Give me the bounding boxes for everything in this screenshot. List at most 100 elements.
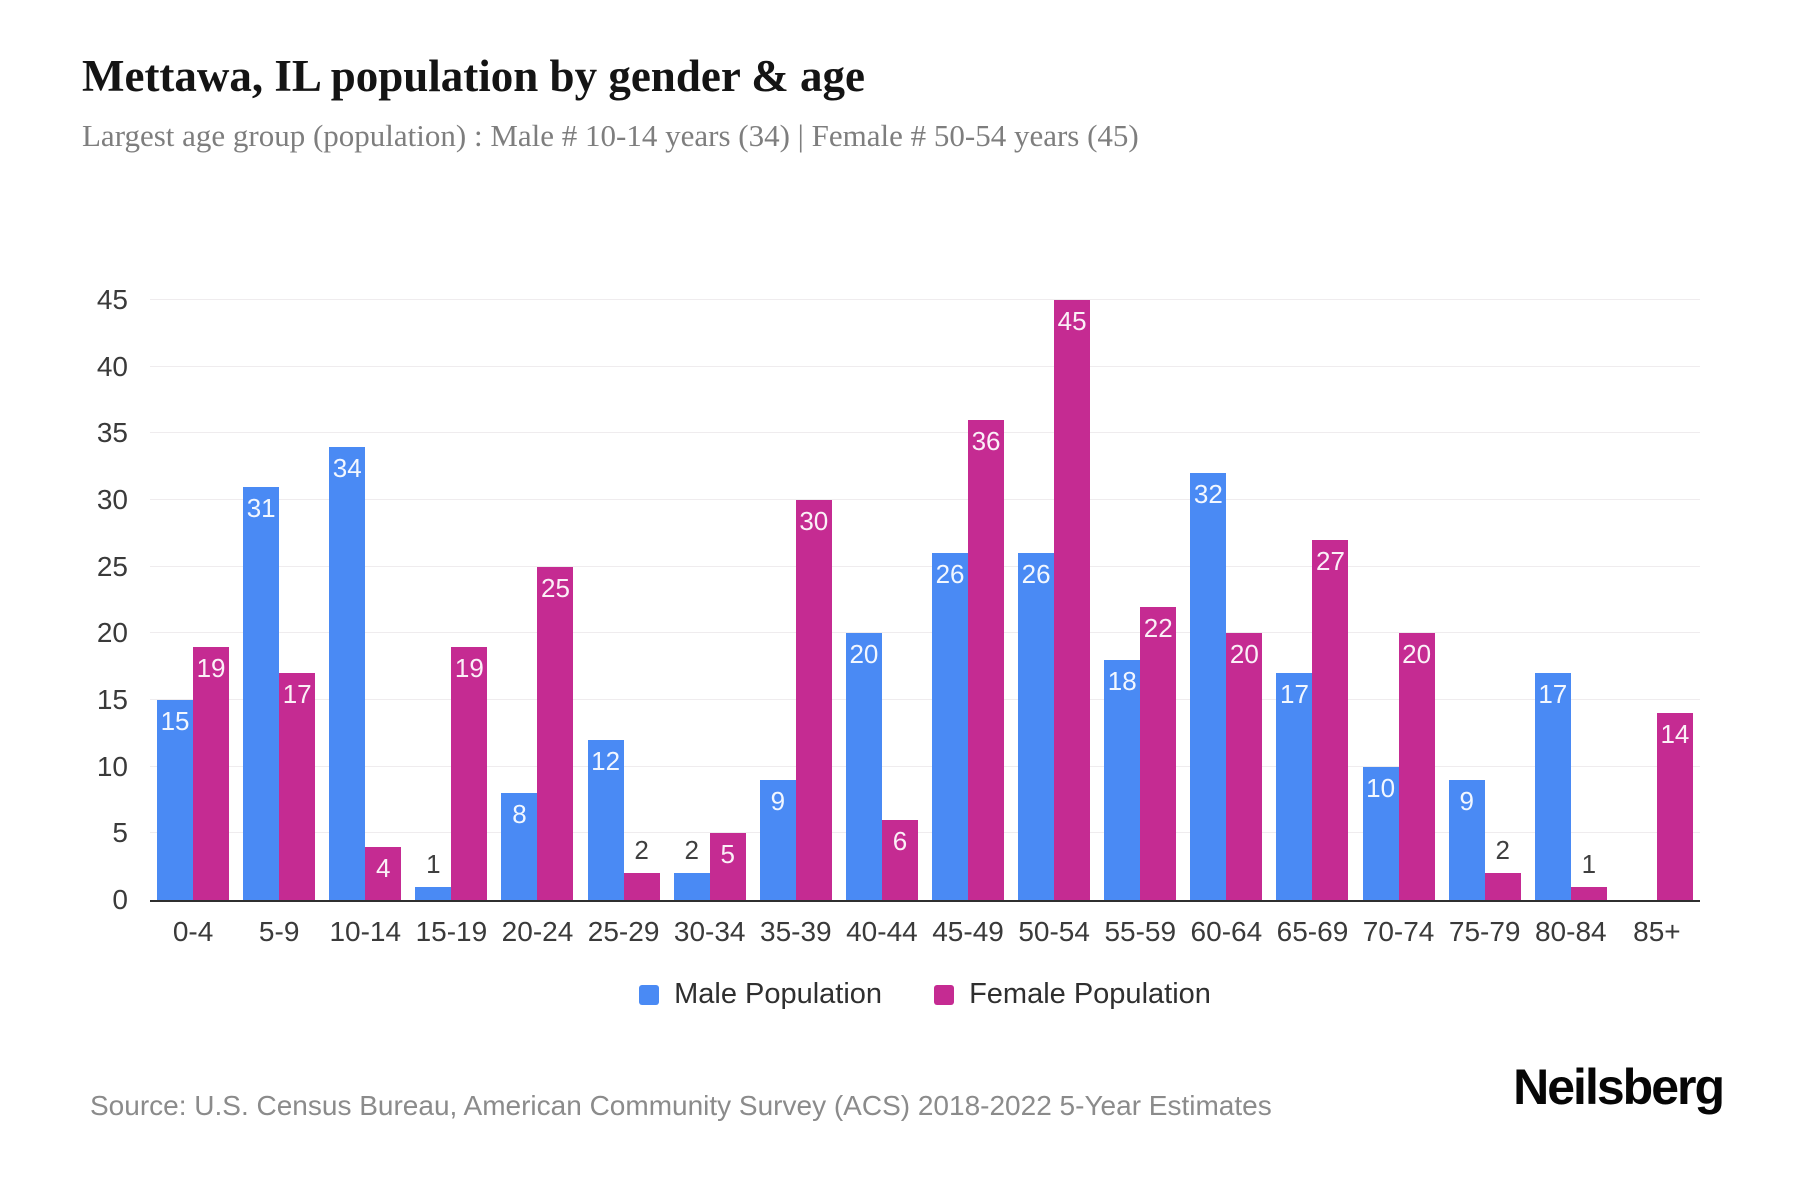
bar-group-50-54: 26 45 50-54 (1011, 300, 1097, 947)
page-subtitle: Largest age group (population) : Male # … (82, 118, 1139, 153)
bar-female-30-34: 5 (709, 833, 746, 900)
bar-male-35-39: 9 (759, 780, 796, 900)
bar-male-50-54: 26 (1018, 553, 1055, 900)
bar-groups: 15 19 0-4 31 17 5-9 34 4 10-14 1 19 15-19 8 25 20-24 12… (150, 300, 1700, 947)
bar-group-45-49: 26 36 45-49 (925, 300, 1011, 947)
bar-group-25-29: 12 2 25-29 (581, 300, 667, 947)
bar-value-label: 27 (1316, 546, 1345, 576)
bar-value-label: 17 (282, 679, 312, 710)
bar-male-60-64: 32 (1190, 473, 1227, 900)
bar-value-label: 14 (1660, 719, 1690, 750)
y-axis-tick-label: 40 (96, 350, 128, 382)
bar-group-40-44: 20 6 40-44 (839, 300, 925, 947)
bar-female-85+: 14 (1656, 713, 1693, 900)
plot-area: 0 5 10 15 20 25 30 35 40 45 15 19 0-4 31 17 5-9 34 4 10-14… (97, 286, 1700, 947)
x-axis-tick-label: 70-74 (1362, 916, 1435, 947)
x-axis-tick-label: 40-44 (846, 916, 918, 947)
bar-value-label: 30 (799, 506, 829, 536)
bar-male-30-34: 2 (673, 835, 710, 900)
bar-value-label: 5 (720, 839, 735, 870)
bar-group-75-79: 9 2 75-79 (1442, 300, 1528, 947)
bar-value-label: 1 (1581, 848, 1597, 879)
y-axis-tick-label: 30 (96, 484, 128, 515)
bar-value-label: 25 (541, 572, 570, 603)
bar-group-10-14: 34 4 10-14 (322, 300, 408, 947)
x-axis-tick-label: 25-29 (587, 916, 660, 947)
gridline (150, 699, 1700, 700)
bar-group-5-9: 31 17 5-9 (236, 300, 322, 947)
bar-value-label: 4 (376, 852, 391, 883)
bar-male-75-79: 9 (1448, 780, 1485, 900)
bar-group-70-74: 10 20 70-74 (1356, 300, 1442, 947)
bar-value-label: 2 (634, 835, 649, 866)
bar-female-35-39: 30 (795, 500, 832, 900)
x-axis-tick-label: 60-64 (1190, 916, 1263, 947)
legend-item-male[interactable]: Male Population (639, 978, 882, 1011)
y-axis-tick-label: 10 (96, 750, 128, 782)
bar-male-5-9: 31 (243, 486, 280, 900)
bar-value-label: 2 (1495, 835, 1510, 866)
x-axis-tick-label: 20-24 (501, 916, 574, 947)
x-axis-tick-label: 55-59 (1104, 916, 1177, 947)
gridline (150, 499, 1700, 500)
x-axis-tick-label: 30-34 (673, 916, 746, 947)
x-axis-tick-label: 35-39 (760, 916, 832, 947)
bar-value-label: 10 (1366, 772, 1396, 803)
gridline (150, 832, 1700, 834)
bar-male-45-49: 26 (932, 553, 969, 900)
y-axis-tick-label: 0 (112, 884, 128, 915)
bar-value-label: 12 (591, 746, 621, 776)
bar-male-25-29: 12 (587, 740, 624, 900)
bar-male-70-74: 10 (1362, 766, 1399, 900)
bar-female-60-64: 20 (1226, 633, 1263, 900)
x-axis-tick-label: 80-84 (1534, 916, 1607, 947)
bar-male-80-84: 17 (1534, 673, 1571, 900)
bar-value-label: 19 (454, 652, 484, 683)
bar-value-label: 26 (935, 559, 965, 590)
bar-value-label: 32 (1193, 479, 1223, 510)
legend-label-male: Male Population (674, 978, 883, 1010)
legend-item-female[interactable]: Female Population (934, 978, 1211, 1011)
bar-male-10-14: 34 (329, 446, 366, 900)
bar-value-label: 36 (971, 426, 1001, 456)
bar-female-5-9: 17 (279, 673, 316, 900)
bar-value-label: 22 (1143, 612, 1173, 643)
bar-value-label: 8 (512, 799, 527, 830)
bar-male-20-24: 8 (501, 793, 538, 900)
x-axis-tick-label: 75-79 (1448, 916, 1521, 947)
bar-value-label: 31 (246, 492, 276, 523)
bar-value-label: 45 (1057, 306, 1087, 336)
bar-group-35-39: 9 30 35-39 (753, 300, 839, 947)
bar-value-label: 20 (849, 639, 879, 670)
bar-group-60-64: 32 20 60-64 (1183, 300, 1269, 947)
gridline (150, 632, 1700, 634)
neilsberg-logo: Neilsberg (1513, 1059, 1725, 1115)
bar-value-label: 19 (196, 652, 226, 683)
bar-value-label: 6 (892, 826, 908, 856)
page-title: Mettawa, IL population by gender & age (82, 51, 865, 101)
x-axis-tick-label: 45-49 (932, 916, 1004, 947)
bar-value-label: 17 (1538, 679, 1568, 710)
bar-female-55-59: 22 (1140, 606, 1177, 900)
bar-value-label: 18 (1107, 666, 1137, 696)
source-attribution: Source: U.S. Census Bureau, American Com… (90, 1090, 1272, 1121)
bar-female-45-49: 36 (968, 420, 1005, 900)
bar-group-30-34: 2 5 30-34 (667, 300, 753, 947)
bar-male-0-4: 15 (157, 700, 194, 900)
male-legend-swatch-icon (639, 984, 660, 1005)
gridline (150, 765, 1700, 767)
bar-group-65-69: 17 27 65-69 (1269, 300, 1355, 947)
bar-value-label: 9 (770, 786, 786, 816)
y-axis-tick-label: 25 (96, 550, 128, 582)
y-axis-tick-label: 35 (96, 417, 128, 449)
bar-female-50-54: 45 (1054, 300, 1091, 900)
bar-male-65-69: 17 (1276, 673, 1313, 900)
bar-value-label: 2 (684, 835, 699, 866)
bar-group-15-19: 1 19 15-19 (408, 300, 494, 947)
bar-value-label: 9 (1459, 786, 1474, 816)
x-axis-tick-label: 85+ (1633, 916, 1681, 947)
bar-female-20-24: 25 (537, 566, 574, 900)
chart-legend: Male Population Female Population (150, 978, 1700, 1011)
bar-group-85+: 14 85+ (1614, 300, 1700, 947)
